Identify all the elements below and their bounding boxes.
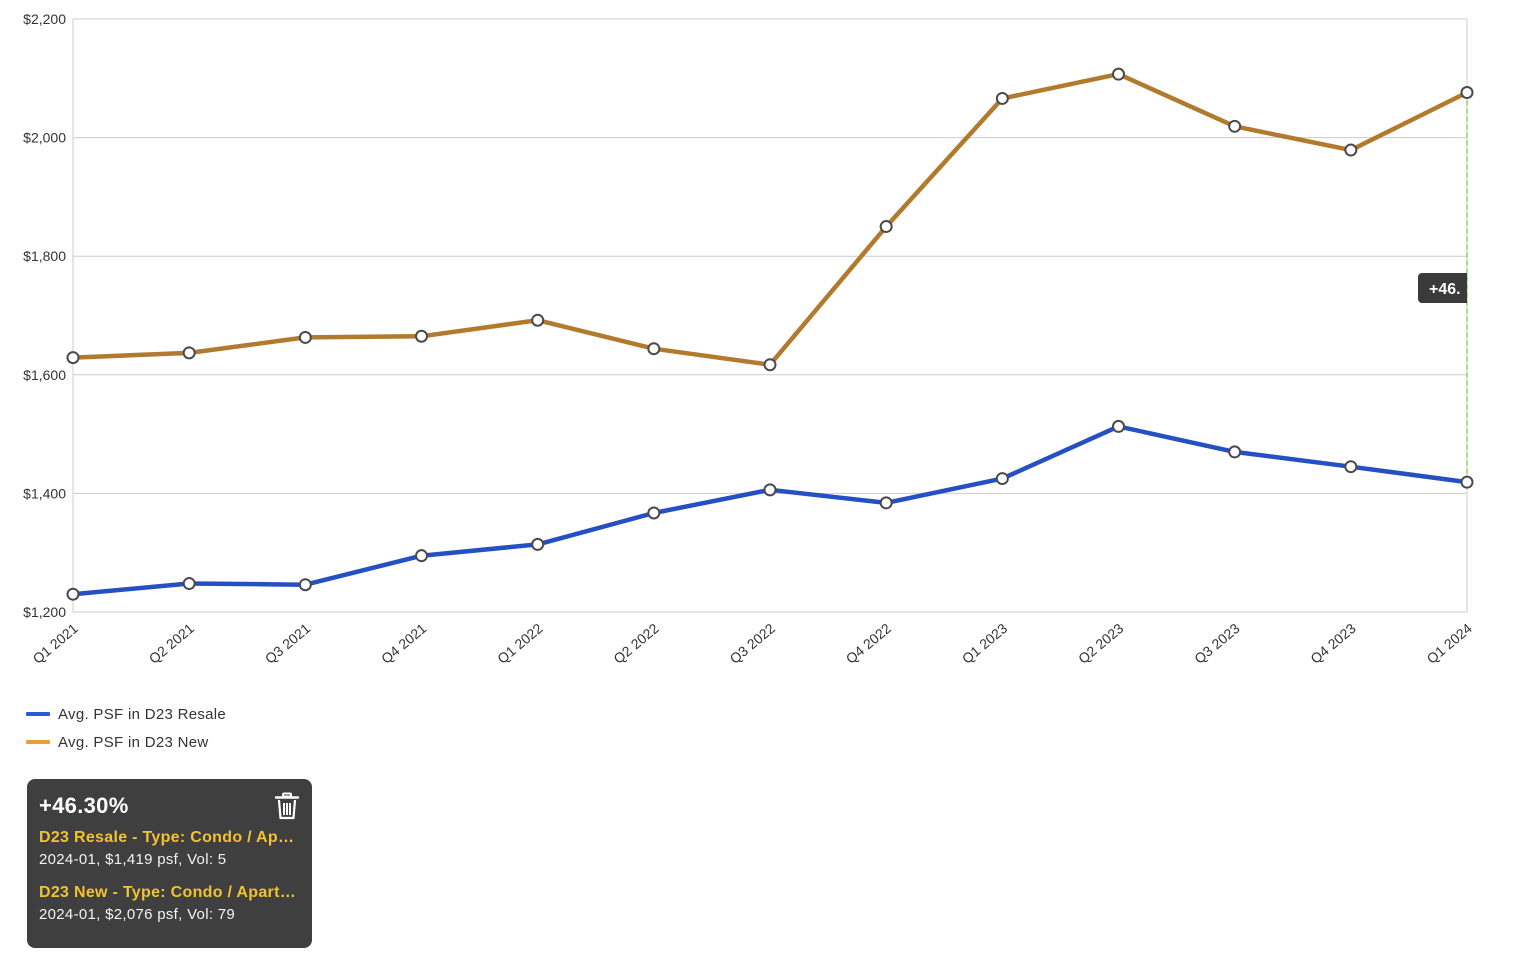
y-tick-label: $1,800 <box>23 248 66 264</box>
y-tick-labels: $1,200 $1,400 $1,600 $1,800 $2,000 $2,200 <box>23 11 66 620</box>
data-point-new[interactable] <box>1344 143 1358 157</box>
x-tick-label: Q2 2021 <box>146 620 198 667</box>
x-tick-label: Q4 2023 <box>1307 620 1359 667</box>
comparison-card: +46.30% D23 Resale - Type: Condo / Apart… <box>27 779 312 948</box>
trash-icon[interactable] <box>274 792 300 820</box>
series-line-resale <box>70 424 1470 597</box>
entry-title-new: D23 New - Type: Condo / Apartment <box>39 884 300 901</box>
data-point-new[interactable] <box>415 329 428 343</box>
data-point-new[interactable] <box>531 313 545 327</box>
data-point-resale[interactable] <box>298 578 312 592</box>
data-point-resale[interactable] <box>879 496 893 510</box>
legend: Avg. PSF in D23 Resale Avg. PSF in D23 N… <box>26 700 226 756</box>
legend-swatch-new <box>26 740 50 744</box>
percent-change: +46.30% <box>39 793 129 818</box>
data-point-new[interactable] <box>995 91 1009 105</box>
x-tick-label: Q4 2021 <box>378 620 430 667</box>
legend-label-resale: Avg. PSF in D23 Resale <box>58 705 227 723</box>
entry-detail-new: 2024-01, $2,076 psf, Vol: 79 <box>39 906 236 923</box>
grid-lines <box>73 18 1467 613</box>
marker-badge-box <box>1418 273 1467 303</box>
data-point-new[interactable] <box>182 346 196 360</box>
x-tick-label: Q4 2022 <box>843 620 895 667</box>
y-tick-label: $2,200 <box>23 11 66 27</box>
card-entry-new: D23 New - Type: Condo / Apartment 2024-0… <box>39 884 300 923</box>
x-tick-label: Q1 2021 <box>29 620 81 667</box>
data-point-new[interactable] <box>763 358 777 372</box>
x-tick-label: Q2 2022 <box>610 620 662 667</box>
entry-detail-resale: 2024-01, $1,419 psf, Vol: 5 <box>39 851 227 868</box>
y-tick-label: $1,200 <box>23 604 66 620</box>
data-point-resale[interactable] <box>66 587 80 601</box>
y-tick-label: $2,000 <box>23 130 66 146</box>
data-point-resale[interactable] <box>1344 460 1358 474</box>
x-tick-label: Q3 2021 <box>262 620 314 667</box>
marker-badge: +46. <box>1418 273 1467 303</box>
data-point-new[interactable] <box>647 342 661 356</box>
data-point-resale[interactable] <box>647 506 661 520</box>
x-tick-label: Q1 2022 <box>494 620 546 667</box>
data-point-new[interactable] <box>1112 67 1125 81</box>
data-point-resale[interactable] <box>995 472 1009 486</box>
data-point-new[interactable] <box>66 351 80 365</box>
data-point-resale[interactable] <box>1112 419 1125 433</box>
legend-item-resale[interactable]: Avg. PSF in D23 Resale <box>26 700 226 728</box>
legend-item-new[interactable]: Avg. PSF in D23 New <box>26 728 226 756</box>
data-points[interactable] <box>66 67 1474 601</box>
card-entry-resale: D23 Resale - Type: Condo / Apartment 202… <box>39 829 300 868</box>
x-tick-label: Q2 2023 <box>1075 620 1127 667</box>
data-point-new[interactable] <box>298 330 312 344</box>
data-point-new[interactable] <box>1460 86 1474 100</box>
data-point-resale[interactable] <box>531 537 545 551</box>
marker-badge-group: +46. <box>1418 273 1467 303</box>
data-point-new[interactable] <box>1228 119 1242 133</box>
line-chart: Q1 2021 Q2 2021 Q3 2021 Q4 2021 Q1 2022 Q2 20… <box>23 11 1475 667</box>
series-lines <box>70 71 1470 597</box>
x-tick-label: Q3 2022 <box>726 620 778 667</box>
y-tick-label: $1,600 <box>23 367 66 383</box>
axes <box>72 19 1468 613</box>
x-tick-labels: Q1 2021 Q2 2021 Q3 2021 Q4 2021 Q1 2022 Q2 20… <box>29 620 1475 667</box>
series-line-new <box>70 71 1470 367</box>
data-point-resale[interactable] <box>1460 475 1474 489</box>
marker-badge-label: +46. <box>1429 281 1461 298</box>
data-point-resale[interactable] <box>1228 445 1242 459</box>
legend-label-new: Avg. PSF in D23 New <box>58 733 209 751</box>
x-tick-label: Q1 2024 <box>1423 620 1475 667</box>
data-point-resale[interactable] <box>182 577 196 591</box>
x-tick-label: Q3 2023 <box>1191 620 1243 667</box>
data-point-resale[interactable] <box>415 549 428 563</box>
x-tick-label: Q1 2023 <box>959 620 1011 667</box>
y-tick-label: $1,400 <box>23 485 66 501</box>
data-point-new[interactable] <box>879 220 893 234</box>
data-point-resale[interactable] <box>763 483 777 497</box>
entry-title-resale: D23 Resale - Type: Condo / Apartment <box>39 829 300 846</box>
legend-swatch-resale <box>26 712 50 716</box>
